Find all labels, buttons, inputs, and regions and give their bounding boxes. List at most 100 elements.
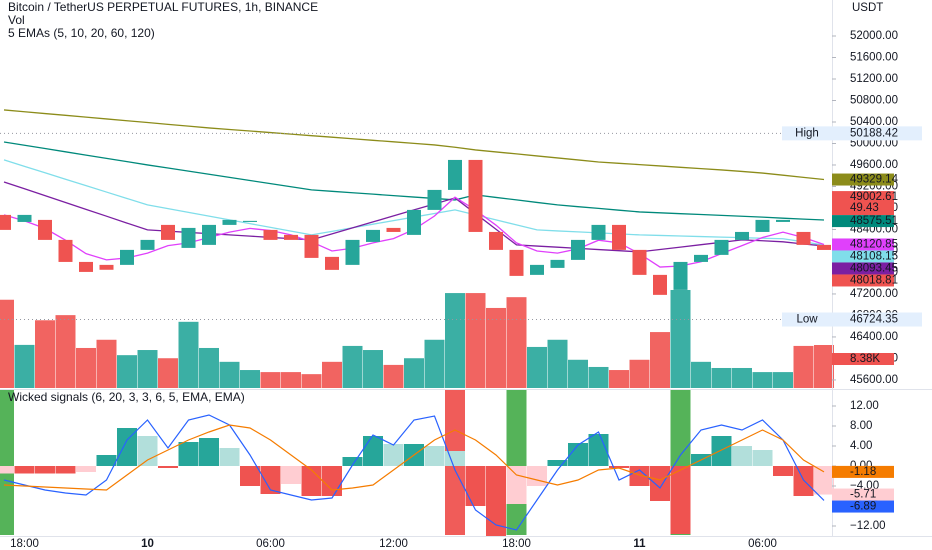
- main-pane: [0, 109, 834, 536]
- ema-line: [3, 109, 825, 181]
- price-label-box: [832, 191, 894, 216]
- candle-body: [550, 259, 565, 268]
- y-tick-label: 46400.00: [850, 331, 898, 343]
- candle-body: [735, 231, 749, 240]
- histogram-bar: [383, 444, 404, 466]
- candle-body: [694, 254, 708, 262]
- volume-bar: [137, 350, 158, 388]
- volume-bar: [711, 367, 732, 388]
- signal-bar: [506, 390, 527, 535]
- histogram-bar: [55, 466, 76, 474]
- histogram-bar: [486, 466, 506, 536]
- price-label: 48108.15: [850, 251, 898, 263]
- histogram-bar: [445, 451, 465, 466]
- candle-body: [79, 261, 93, 272]
- histogram-bar: [506, 466, 527, 504]
- candle-body: [304, 234, 319, 258]
- candle-body: [345, 239, 360, 265]
- candle-body: [468, 159, 483, 232]
- histogram-bar: [424, 446, 445, 466]
- indicator-title: 5 EMAs (5, 10, 20, 60, 120): [8, 26, 155, 40]
- candle-body: [509, 249, 524, 276]
- histogram-bar: [670, 466, 691, 534]
- volume-bar: [383, 364, 404, 388]
- candle-body: [17, 214, 32, 222]
- currency: USDT: [852, 2, 883, 14]
- y-tick-label: 8.00: [850, 420, 872, 432]
- candle-body: [714, 239, 729, 255]
- price-label: 48093.45: [850, 263, 898, 275]
- volume-bar: [732, 367, 752, 388]
- histogram-bar: [178, 442, 199, 466]
- value-label: -5.71: [850, 489, 876, 501]
- candle-body: [181, 227, 196, 248]
- histogram-bar: [301, 466, 322, 496]
- value-label-box: [832, 500, 894, 513]
- volume-bar: [424, 339, 445, 388]
- price-label: 48575.51: [850, 215, 898, 227]
- volume-bar: [568, 359, 588, 388]
- candle-body: [673, 261, 688, 290]
- volume-title: Vol: [8, 13, 25, 27]
- candle-body: [591, 224, 606, 240]
- high-box: [782, 126, 922, 141]
- histogram-bar: [547, 460, 568, 466]
- candle-body: [222, 219, 237, 225]
- histogram-bar: [14, 466, 35, 474]
- signal-bar: [0, 390, 14, 535]
- value-label-box: [832, 465, 894, 478]
- histogram-bar: [465, 466, 486, 506]
- candle-body: [161, 224, 175, 240]
- volume-bar: [35, 320, 55, 388]
- oscillator-title: Wicked signals (6, 20, 3, 3, 6, 5, EMA, …: [8, 390, 245, 404]
- candle-body: [448, 159, 462, 190]
- histogram-bar: [793, 466, 814, 496]
- histogram-bar: [732, 446, 752, 466]
- histogram-bar: [76, 466, 96, 472]
- histogram-bar: [219, 448, 240, 466]
- candle-body: [202, 224, 216, 245]
- ema-line: [3, 141, 825, 221]
- candle-body: [140, 239, 155, 250]
- price-label-box: [832, 262, 894, 275]
- histogram-bar: [240, 466, 260, 486]
- histogram-bar: [137, 436, 158, 466]
- histogram-bar: [588, 434, 609, 466]
- histogram-bar: [35, 466, 55, 474]
- candle-body: [0, 214, 11, 230]
- candle-body: [386, 227, 401, 232]
- low-label: Low: [796, 314, 818, 326]
- x-tick-label: 06:00: [748, 538, 777, 550]
- candle-body: [325, 256, 339, 270]
- y-tick-label: 51200.00: [850, 73, 898, 85]
- volume-bar: [629, 359, 650, 388]
- candle-body: [530, 264, 544, 275]
- histogram-bar: [158, 466, 178, 468]
- candle-body: [263, 229, 278, 240]
- x-tick-label: 06:00: [256, 538, 285, 550]
- y-tick-label: −12.00: [850, 520, 886, 532]
- y-tick-label: 50800.00: [850, 95, 898, 107]
- candle-body: [571, 239, 585, 260]
- volume-bar: [486, 307, 506, 388]
- candle-body: [284, 234, 298, 240]
- volume-bar: [773, 372, 793, 388]
- oscillator-line: [3, 414, 825, 531]
- price-label-box: [832, 173, 894, 186]
- backgrounds: [0, 390, 691, 535]
- volume-bar: [691, 361, 711, 388]
- histogram-bar: [650, 466, 670, 501]
- volume-bar: [506, 297, 527, 388]
- candle-body: [99, 264, 114, 270]
- volume-bar: [281, 372, 301, 388]
- axis-labels: 45600.0046000.0046400.0046800.0047200.00…: [10, 30, 922, 550]
- price-label: 48120.85: [850, 239, 898, 251]
- volume-bar: [96, 339, 117, 388]
- low-value: 46724.35: [850, 314, 898, 326]
- volume-bar: [260, 372, 281, 388]
- volume-bar: [814, 345, 834, 388]
- high-value: 50188.42: [850, 127, 898, 139]
- volume-bar: [158, 358, 178, 388]
- price-label-box: [832, 250, 894, 263]
- histogram-bar: [281, 466, 301, 484]
